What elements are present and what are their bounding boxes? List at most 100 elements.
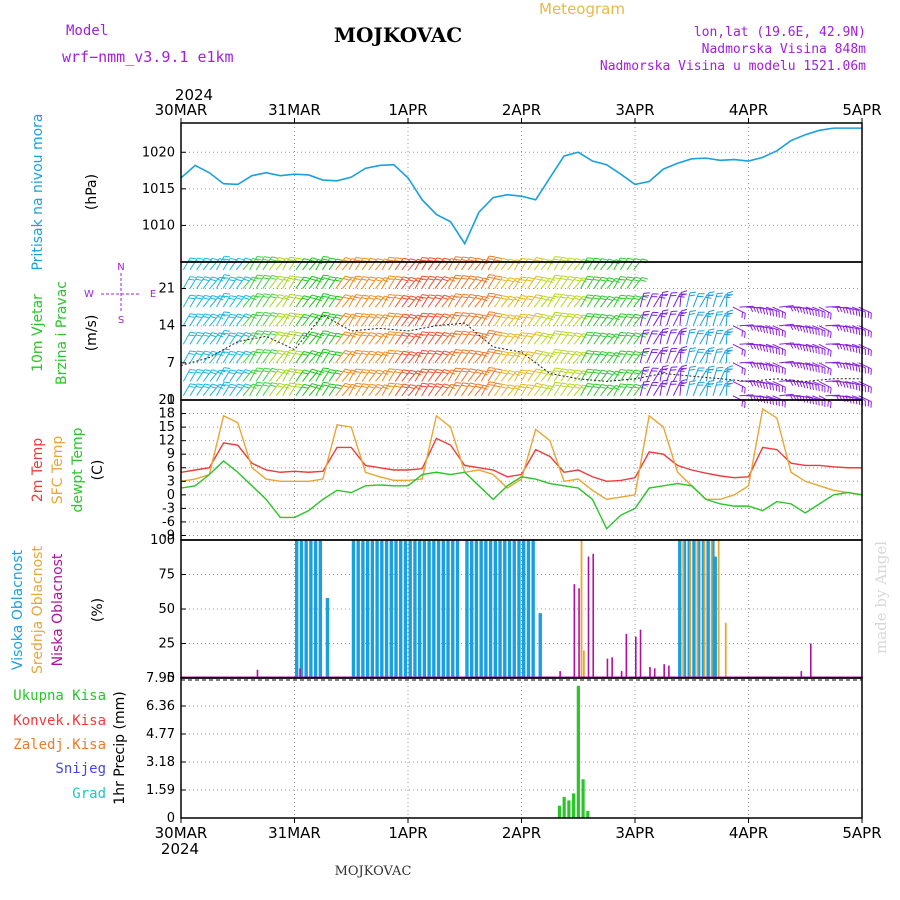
wind-barb bbox=[196, 369, 206, 382]
wind-barb bbox=[520, 295, 529, 308]
wind-barb bbox=[308, 333, 319, 345]
wind-barb-flag bbox=[678, 314, 685, 317]
wind-barb-flag bbox=[567, 297, 574, 300]
wind-barb-flag bbox=[633, 353, 640, 356]
wind-barb-flag bbox=[212, 332, 219, 335]
wind-barb-flag bbox=[568, 383, 576, 386]
wind-barb bbox=[288, 350, 298, 364]
wind-barb bbox=[381, 368, 390, 382]
wind-barb bbox=[255, 382, 265, 397]
wind-barb-flag bbox=[427, 371, 434, 374]
wind-barb-flag bbox=[224, 381, 231, 384]
wind-barb-flag bbox=[509, 384, 516, 388]
cloud-mid-bar bbox=[717, 540, 720, 678]
wind-barb-flag bbox=[462, 349, 469, 352]
wind-barb-flag bbox=[470, 256, 477, 260]
wind-barb-flag bbox=[625, 353, 632, 356]
wind-barb-flag bbox=[634, 332, 641, 335]
wind-barb-flag bbox=[195, 278, 202, 281]
wind-barb bbox=[421, 350, 430, 364]
wind-barb bbox=[520, 277, 529, 289]
wind-barb bbox=[666, 311, 672, 326]
wind-barb-flag bbox=[394, 334, 401, 337]
wind-barb-flag bbox=[575, 383, 583, 387]
wind-barb-flag bbox=[262, 370, 269, 373]
wind-barb bbox=[480, 381, 490, 396]
wind-barb-flag bbox=[262, 333, 269, 336]
wind-barb-flag bbox=[245, 331, 252, 335]
wind-barb-flag bbox=[377, 383, 384, 387]
wind-barb-flag bbox=[470, 312, 477, 315]
wind-barb bbox=[348, 350, 357, 364]
wind-barb bbox=[547, 367, 556, 382]
wind-barb-flag bbox=[188, 278, 195, 281]
wind-barb bbox=[189, 294, 198, 308]
wind-barb bbox=[388, 276, 397, 289]
wind-barb bbox=[580, 276, 588, 289]
wind-barb-flag bbox=[475, 297, 482, 300]
wind-barb bbox=[626, 332, 636, 345]
wind-barb-flag bbox=[429, 331, 436, 334]
wind-barb bbox=[308, 314, 319, 327]
wind-barb bbox=[699, 350, 708, 364]
wind-barb-flag bbox=[396, 257, 403, 260]
wind-barb bbox=[229, 295, 239, 308]
wind-barb-flag bbox=[361, 297, 368, 300]
wind-barb-flag bbox=[661, 293, 669, 296]
wind-barb-flag bbox=[442, 385, 449, 389]
wind-barb-flag bbox=[454, 384, 461, 387]
wind-barb-flag bbox=[316, 335, 323, 339]
wind-barb bbox=[858, 325, 872, 333]
wind-barb-flag bbox=[502, 350, 509, 354]
cloud-high-bar bbox=[304, 540, 308, 678]
wind-barb bbox=[818, 343, 832, 352]
wind-barb bbox=[394, 383, 404, 397]
wind-barb-flag bbox=[336, 369, 343, 373]
wind-barb bbox=[421, 368, 430, 382]
wind-barb-flag bbox=[594, 276, 601, 279]
wind-barb-flag bbox=[382, 353, 389, 357]
wind-barb-flag bbox=[568, 313, 576, 316]
wind-barb-flag bbox=[855, 365, 858, 372]
wind-barb bbox=[613, 313, 621, 326]
wind-barb bbox=[725, 330, 728, 345]
wind-barb-flag bbox=[336, 351, 343, 354]
wind-barb-flag bbox=[477, 276, 484, 279]
wind-barb bbox=[202, 276, 213, 289]
wind-barb-flag bbox=[527, 295, 534, 298]
wind-barb-flag bbox=[394, 315, 401, 318]
wind-barb-flag bbox=[487, 276, 494, 279]
wind-barb-flag bbox=[455, 293, 462, 296]
wind-barb bbox=[732, 325, 746, 333]
wind-barb-flag bbox=[377, 332, 384, 336]
wind-barb bbox=[765, 380, 780, 387]
wind-barb bbox=[421, 383, 430, 397]
wind-barb-flag bbox=[640, 335, 647, 338]
wind-barb-flag bbox=[500, 386, 507, 389]
wind-barb-flag bbox=[355, 294, 362, 296]
wind-barb-flag bbox=[303, 295, 310, 298]
wind-barb-flag bbox=[296, 383, 303, 386]
wind-barb-flag bbox=[640, 279, 647, 282]
wind-barb-flag bbox=[311, 331, 318, 335]
wind-barb-flag bbox=[355, 275, 362, 278]
wind-barb bbox=[613, 369, 621, 382]
wind-barb-flag bbox=[707, 368, 715, 371]
wind-barb bbox=[639, 293, 645, 308]
wind-barb-flag bbox=[415, 316, 422, 320]
wind-barb-flag bbox=[420, 259, 427, 262]
wind-barb-flag bbox=[309, 352, 316, 356]
wind-barb bbox=[408, 333, 418, 345]
wind-barb-flag bbox=[520, 383, 527, 386]
wind-barb-flag bbox=[311, 383, 318, 386]
wind-barb-flag bbox=[827, 400, 829, 407]
wind-barb-flag bbox=[625, 278, 632, 281]
wind-barb-flag bbox=[542, 276, 549, 280]
wind-barb bbox=[202, 295, 213, 308]
wind-barb-flag bbox=[475, 352, 482, 356]
wind-barb bbox=[600, 370, 610, 382]
cloud-high-bar bbox=[484, 540, 488, 678]
wind-barb-flag bbox=[659, 333, 666, 336]
wind-barb-flag bbox=[370, 332, 377, 335]
wind-barb-flag bbox=[343, 370, 350, 374]
